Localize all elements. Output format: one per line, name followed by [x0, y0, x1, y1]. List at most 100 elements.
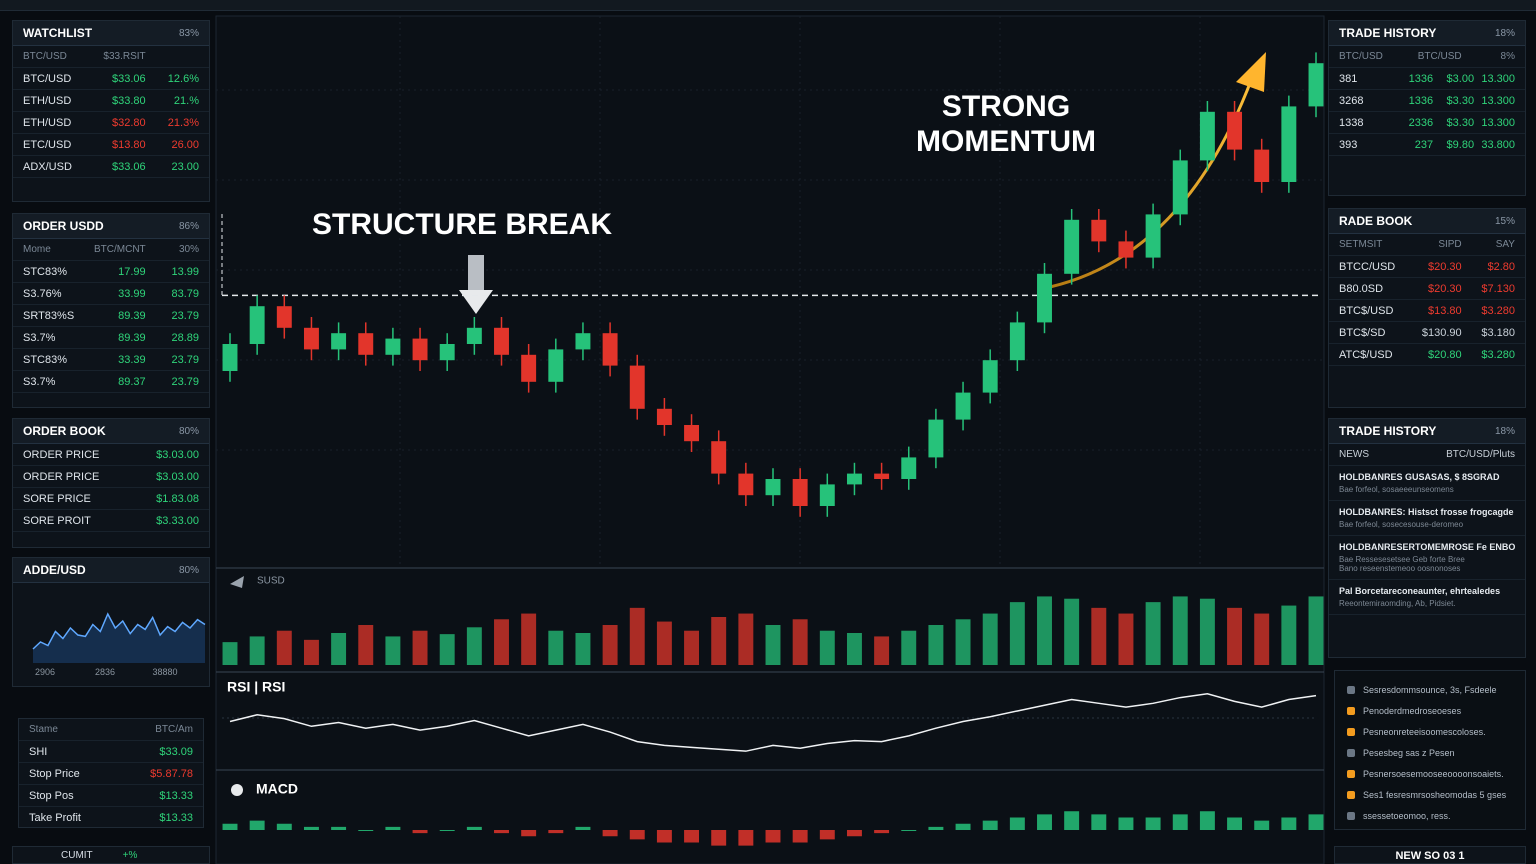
volume-bar — [1145, 602, 1161, 665]
candle-body — [1172, 160, 1188, 215]
panel-badge: 80% — [178, 425, 199, 437]
momentum-label: MOMENTUM — [916, 125, 1096, 158]
sparkline: 2906 2836 38880 — [32, 612, 206, 677]
cell: $13.80 — [1428, 304, 1462, 317]
macd-bar — [249, 820, 265, 830]
panel-title-bar: ADDE/USD 80% — [13, 558, 209, 583]
cell: 13.99 — [171, 265, 199, 278]
macd-bar — [222, 823, 238, 830]
volume-bar — [738, 613, 754, 665]
cell: 83.79 — [171, 287, 199, 300]
volume-bar — [792, 619, 808, 665]
table-row: S3.76% 33.99 83.79 — [13, 283, 209, 305]
candle-body — [466, 327, 482, 344]
macd-bar — [1227, 817, 1243, 830]
header-cell: NEWS — [1339, 449, 1369, 460]
candle-body — [222, 344, 238, 371]
macd-bar — [1009, 817, 1025, 830]
macd-bar — [1281, 817, 1297, 830]
macd-bar — [738, 830, 754, 846]
panel-badge: 18% — [1494, 27, 1515, 39]
macd-bar — [629, 830, 645, 840]
cell: Stop Price — [29, 767, 80, 780]
cell: 21.% — [173, 94, 199, 107]
cell: ORDER PRICE — [23, 448, 100, 461]
cell: ATC$/USD — [1339, 348, 1393, 361]
macd-bar — [602, 830, 618, 837]
alert-item: Pesneonreteeisoomescoloses. — [1335, 721, 1525, 742]
volume-bar — [575, 633, 591, 665]
macd-bar — [358, 830, 374, 831]
table-row: SORE PRICE $1.83.08 — [13, 488, 209, 510]
alert-icon — [1347, 685, 1355, 694]
header-cell: $33.RSIT — [103, 51, 146, 62]
cell: $3.30 — [1446, 94, 1475, 107]
volume-bar — [1227, 607, 1243, 665]
table-row: Stop Price $5.87.78 — [19, 763, 203, 785]
news-headline: HOLDBANRESERTOMEMROSE Fe ENBOSKRES. — [1339, 542, 1515, 552]
alert-icon — [1347, 748, 1355, 757]
panel-title-bar: TRADE HISTORY 18% — [1329, 21, 1525, 46]
volume-bar — [1037, 596, 1052, 665]
cell: B80.0SD — [1339, 282, 1384, 295]
volume-bar — [1118, 613, 1134, 665]
alert-icon — [1347, 706, 1355, 715]
alert-text: Penoderdmedroseoeses — [1363, 705, 1462, 716]
cell: $2.80 — [1487, 260, 1515, 273]
macd-bar — [385, 826, 401, 830]
cell: ORDER PRICE — [23, 470, 100, 483]
sparkline-axis-label: 2906 — [35, 667, 55, 677]
news-item: HOLDBANRES GUSASAS, $ 8SGRAD Bae forfeol,… — [1329, 466, 1525, 501]
table-row: ATC$/USD $20.80 $3.280 — [1329, 344, 1525, 366]
table-row: S3.7% 89.39 28.89 — [13, 327, 209, 349]
candle-body — [1308, 63, 1324, 107]
panel-title: ADDE/USD — [23, 563, 86, 577]
alert-item: Ses1 fesresmrsosheomodas 5 gses — [1335, 784, 1525, 805]
macd-bar — [874, 830, 890, 834]
header-cell: BTC/USD — [1417, 51, 1462, 62]
cell: ETH/USD — [23, 116, 72, 129]
table-row: SRT83%S 89.39 23.79 — [13, 305, 209, 327]
cell: $33.80 — [112, 94, 146, 107]
candle-body — [928, 419, 944, 458]
candle-body — [303, 327, 319, 350]
candle-body — [575, 333, 591, 350]
cell: $3.33.00 — [156, 514, 199, 527]
volume-bar — [1254, 613, 1270, 665]
macd-bar — [494, 830, 509, 834]
cell: Stop Pos — [29, 789, 74, 802]
candle-body — [792, 479, 808, 506]
macd-bar — [982, 820, 998, 830]
macd-bar — [1118, 817, 1134, 830]
cell: 26.00 — [171, 138, 199, 151]
volume-bar — [385, 636, 401, 665]
chart-area — [215, 15, 1325, 864]
macd-bar — [1172, 814, 1188, 830]
cell: BTC/USD — [23, 72, 72, 85]
volume-bar — [629, 607, 645, 665]
alert-text: Ses1 fesresmrsosheomodas 5 gses — [1363, 789, 1507, 800]
cell: STC83% — [23, 353, 68, 366]
candle-body — [874, 473, 890, 479]
panel-title: ORDER BOOK — [23, 424, 106, 438]
table-header: BTC/USD $33.RSIT — [13, 46, 209, 68]
cell: SORE PRICE — [23, 492, 91, 505]
cell: 1338 — [1339, 116, 1364, 129]
news-item: Pal Borcetareconeaunter, ehrtealedes Reeo… — [1329, 580, 1525, 615]
cell: 33.800 — [1481, 138, 1516, 151]
table-row: 3268 1336 $3.30 13.300 — [1329, 90, 1525, 112]
table-row: ETH/USD $33.80 21.% — [13, 90, 209, 112]
volume-bar — [276, 630, 292, 665]
alert-item: Pesesbeg sas z Pesen — [1335, 742, 1525, 763]
alerts-panel: Sesresdommsounce, 3s, Fsdeele Penoderdmed… — [1334, 670, 1526, 830]
volume-bar — [1091, 607, 1107, 665]
alert-text: ssessetoeomoo, ress. — [1363, 810, 1451, 821]
table-row: STC83% 17.99 13.99 — [13, 261, 209, 283]
volume-bar — [955, 619, 971, 665]
volume-label: SUSD — [257, 576, 285, 587]
alert-item: ssessetoeomoo, ress. — [1335, 805, 1525, 826]
macd-bar — [276, 823, 292, 830]
cell: Take Profit — [29, 811, 81, 824]
candle-body — [412, 338, 428, 361]
